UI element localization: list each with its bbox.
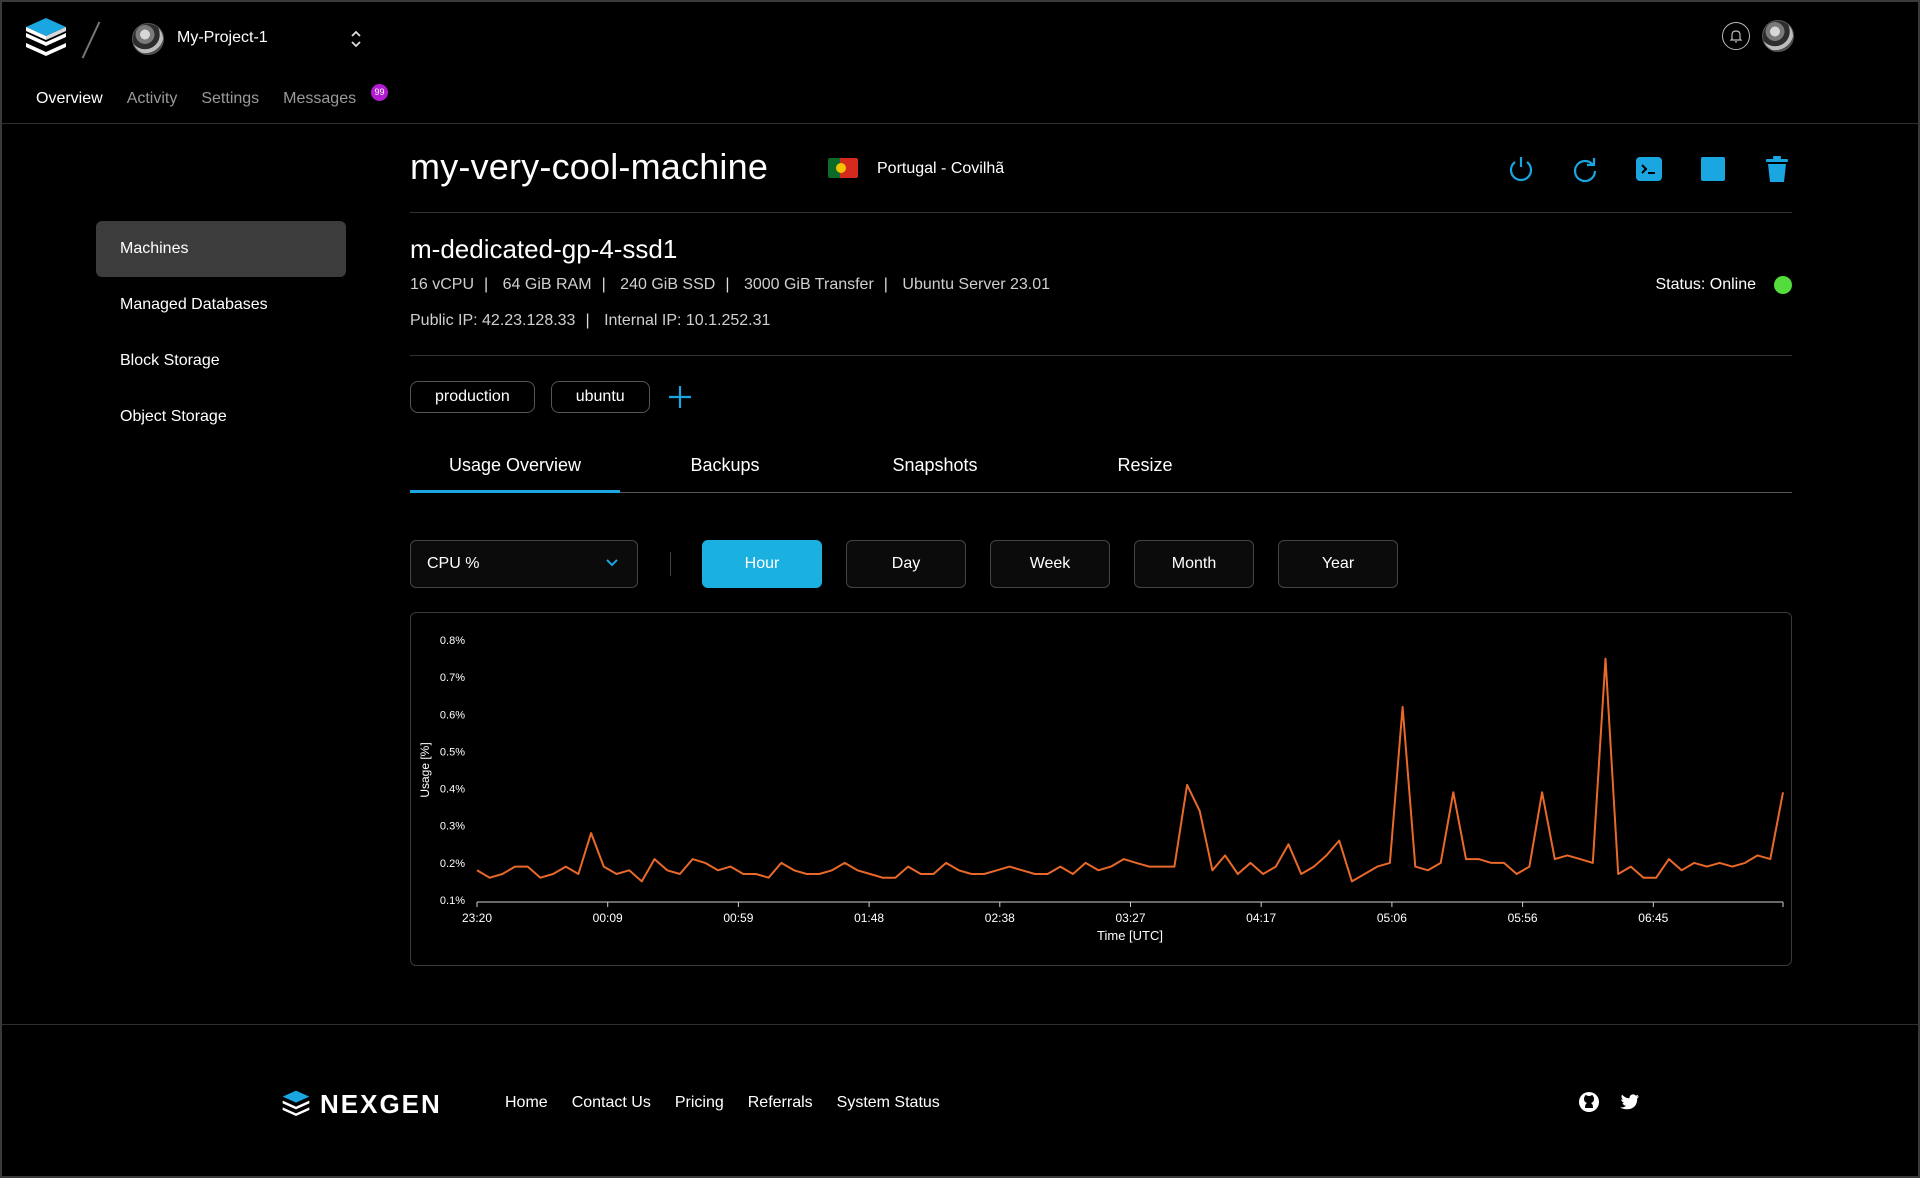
footer-logo-icon[interactable] [280,1089,312,1119]
twitter-icon[interactable] [1618,1091,1640,1113]
tab-resize[interactable]: Resize [1117,455,1173,475]
footer-links: Home Contact Us Pricing Referrals System… [505,1094,940,1112]
divider [410,212,1792,213]
nav-overview[interactable]: Overview [36,90,103,107]
github-icon[interactable] [1578,1091,1600,1113]
cpu-usage-series-line [476,657,1784,883]
tab-usage-overview[interactable]: Usage Overview [410,451,620,493]
footer-social [1578,1091,1640,1113]
machine-actions [1506,154,1792,184]
restart-icon[interactable] [1570,154,1600,184]
x-tick-label: 00:59 [723,911,753,925]
y-tick-label: 0.4% [440,784,465,796]
stop-icon[interactable] [1698,154,1728,184]
tag-production[interactable]: production [410,381,535,413]
metric-select-value: CPU % [427,555,480,572]
chevron-down-icon [606,559,618,567]
x-tick-label: 05:06 [1377,911,1407,925]
footer-brand[interactable]: NEXGEN [320,1089,442,1119]
spec-cpu: 16 vCPU [410,276,475,293]
x-tick-label: 00:09 [593,911,623,925]
machine-tabs: Usage Overview Backups Snapshots Resize [410,451,1792,493]
top-nav: Overview Activity Settings Messages [36,90,356,108]
y-tick-label: 0.6% [440,709,465,721]
nav-activity[interactable]: Activity [126,90,178,107]
y-tick-label: 0.8% [440,635,465,647]
status-indicator [1774,276,1792,294]
sidebar-item-machines[interactable]: Machines [96,221,346,277]
y-tick-label: 0.1% [440,895,465,907]
usage-chart: 0.1% 0.2% 0.3% 0.4% 0.5% 0.6% 0.7% 0.8% 23:20 00:… [410,612,1792,966]
x-tick-label: 05:56 [1508,911,1538,925]
controls-divider [670,552,671,576]
machine-specs: 16 vCPU | 64 GiB RAM | 240 GiB SSD | 3000 G… [410,276,1051,293]
spec-ram: 64 GiB RAM [502,276,592,293]
nav-settings[interactable]: Settings [201,90,260,107]
footer-link-home[interactable]: Home [505,1094,548,1111]
footer-link-system-status[interactable]: System Status [836,1094,940,1111]
machine-plan: m-dedicated-gp-4-ssd1 [410,234,678,264]
range-week-button[interactable]: Week [990,540,1110,588]
machine-ips: Public IP: 42.23.128.33 | Internal IP: 10… [410,312,771,329]
y-axis-label: Usage [%] [418,742,432,797]
spec-transfer: 3000 GiB Transfer [743,276,874,293]
range-hour-button[interactable]: Hour [702,540,822,588]
y-tick-label: 0.2% [440,858,465,870]
trash-icon[interactable] [1762,154,1792,184]
tag-ubuntu[interactable]: ubuntu [550,381,650,413]
y-tick-label: 0.3% [440,821,465,833]
public-ip: Public IP: 42.23.128.33 [410,312,576,329]
sidebar-item-block-storage[interactable]: Block Storage [120,352,220,369]
footer-link-pricing[interactable]: Pricing [674,1094,724,1111]
x-tick-label: 04:17 [1246,911,1276,925]
usage-chart-svg: 0.1% 0.2% 0.3% 0.4% 0.5% 0.6% 0.7% 0.8% 23:20 00:… [418,635,1784,943]
footer-link-referrals[interactable]: Referrals [747,1094,813,1111]
x-tick-label: 23:20 [462,911,492,925]
user-avatar[interactable] [1762,20,1794,52]
range-year-button[interactable]: Year [1278,540,1398,588]
app-logo-icon[interactable] [22,16,70,60]
console-icon[interactable] [1634,154,1664,184]
tab-backups[interactable]: Backups [690,455,760,475]
x-axis-label: Time [UTC] [1097,928,1163,943]
machine-status: Status: Online [1655,276,1757,293]
add-tag-plus-icon[interactable] [666,383,694,411]
range-day-button[interactable]: Day [846,540,966,588]
machine-name: my-very-cool-machine [410,146,769,187]
x-tick-label: 02:38 [985,911,1015,925]
messages-badge: 99 [371,84,388,101]
portugal-flag-icon [828,158,858,178]
spec-disk: 240 GiB SSD [620,276,716,293]
notifications-bell-icon[interactable] [1722,22,1750,50]
metric-select[interactable]: CPU % [410,540,638,588]
project-switch-icon[interactable] [348,28,364,50]
sidebar-item-object-storage[interactable]: Object Storage [120,408,227,425]
footer-link-contact[interactable]: Contact Us [571,1094,651,1111]
tag-list: production ubuntu [410,381,694,413]
sidebar: Machines Managed Databases Block Storage… [96,221,346,445]
project-name[interactable]: My-Project-1 [177,29,268,46]
y-tick-label: 0.5% [440,746,465,758]
x-tick-label: 03:27 [1115,911,1145,925]
project-avatar [132,23,164,55]
machine-location: Portugal - Covilhã [877,160,1005,177]
chart-controls: CPU % Hour Day Week Month Year [410,540,1792,588]
range-month-button[interactable]: Month [1134,540,1254,588]
x-tick-label: 01:48 [854,911,884,925]
power-icon[interactable] [1506,154,1536,184]
divider [410,355,1792,356]
x-tick-label: 06:45 [1638,911,1668,925]
y-tick-label: 0.7% [440,672,465,684]
top-header: My-Project-1 Overview Activity Settings … [0,0,1920,124]
tab-snapshots[interactable]: Snapshots [892,455,978,475]
breadcrumb-divider [81,21,101,59]
nav-messages[interactable]: Messages [283,90,357,107]
sidebar-item-managed-databases[interactable]: Managed Databases [120,296,268,313]
internal-ip: Internal IP: 10.1.252.31 [604,312,771,329]
footer: NEXGEN Home Contact Us Pricing Referrals… [0,1024,1920,1178]
spec-os: Ubuntu Server 23.01 [902,276,1051,293]
